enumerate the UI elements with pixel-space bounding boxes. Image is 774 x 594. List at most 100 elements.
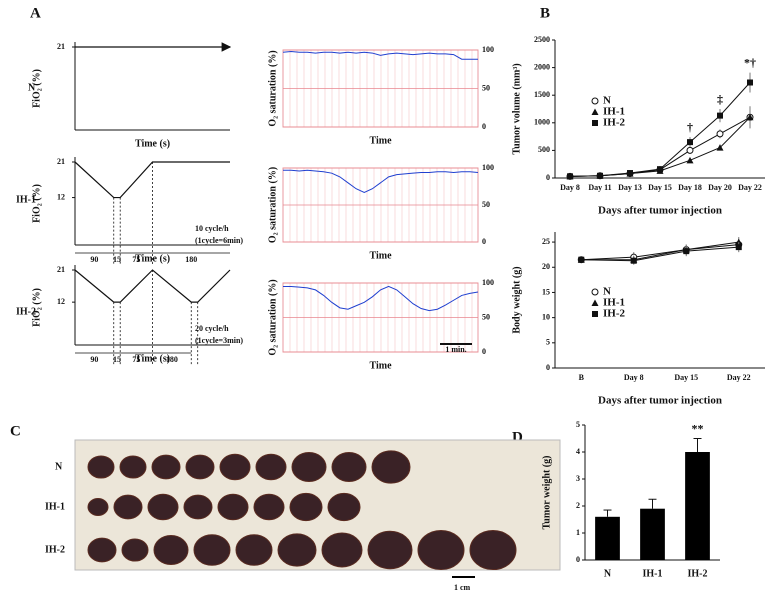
marker <box>735 238 743 246</box>
y-tick-label: 0 <box>576 555 580 564</box>
tumor <box>87 537 117 563</box>
legend-marker <box>591 108 599 115</box>
tumor <box>219 453 251 481</box>
bar <box>640 508 665 560</box>
x-tick-label: Day 20 <box>708 183 732 192</box>
x-tick-label: Day 15 <box>674 373 698 382</box>
tumor <box>255 453 287 481</box>
y-tick-label: 500 <box>538 145 550 154</box>
x-axis-label: Time <box>369 135 392 146</box>
tumor <box>153 535 189 565</box>
series-line <box>581 244 739 261</box>
y-tick-label: 0 <box>546 173 550 182</box>
y-axis-label: FiO₂ (%) <box>31 184 42 223</box>
x-axis-label: Time (s) <box>135 138 170 149</box>
marker <box>717 112 723 119</box>
legend-label: N <box>603 286 611 298</box>
tumor <box>183 494 213 520</box>
tumor <box>147 493 179 521</box>
y-tick-label: 50 <box>482 312 490 321</box>
significance-mark: ‡ <box>717 92 723 106</box>
legend-label: IH-1 <box>603 106 625 118</box>
y-tick-label: 25 <box>542 237 550 246</box>
y-tick-label: 100 <box>482 163 494 172</box>
segment-label: 75 <box>132 255 140 264</box>
y-tick-label: 50 <box>482 200 490 209</box>
y-axis-label: O₂ saturation (%) <box>267 50 278 126</box>
y-tick-label: 5 <box>546 338 550 347</box>
panel-label: D <box>512 429 523 445</box>
significance-mark: † <box>687 120 693 134</box>
tumor <box>235 534 273 566</box>
x-tick-label: Day 15 <box>648 183 672 192</box>
tumor <box>321 532 363 568</box>
y-axis-label: FiO₂ (%) <box>31 288 42 327</box>
y-tick-label: 1 <box>576 528 580 537</box>
segment-label: 75 <box>132 355 140 364</box>
x-tick-label: N <box>604 568 612 579</box>
tumor <box>217 493 249 521</box>
row-label: IH-2 <box>16 306 36 317</box>
marker <box>687 139 693 146</box>
legend-marker <box>591 288 599 296</box>
y-tick-label: 0 <box>546 363 550 372</box>
tumor <box>469 529 517 571</box>
legend-marker <box>592 311 598 317</box>
tumor <box>119 455 147 479</box>
y-tick-label: 21 <box>57 265 65 274</box>
y-tick-label: 12 <box>57 192 65 201</box>
marker <box>630 257 637 264</box>
x-tick-label: Day 8 <box>560 183 580 192</box>
marker <box>747 79 753 86</box>
scale-bar-label: 1 min. <box>445 345 466 354</box>
y-tick-label: 0 <box>482 122 486 131</box>
tumor <box>87 498 109 516</box>
legend-label: IH-2 <box>603 117 626 129</box>
marker <box>686 146 694 154</box>
x-tick-label: Day 18 <box>678 183 702 192</box>
legend-marker <box>591 97 599 105</box>
y-axis-label: Tumor volume (mm³) <box>511 63 522 154</box>
y-tick-label: 10 <box>542 312 550 321</box>
row-label: N <box>28 82 36 93</box>
y-tick-label: 4 <box>576 447 580 456</box>
tumor <box>121 538 149 562</box>
tumor <box>331 452 367 482</box>
marker <box>567 173 573 180</box>
y-tick-label: 5 <box>576 420 580 429</box>
x-tick-label: Day 11 <box>588 183 611 192</box>
x-tick-label: Day 22 <box>727 373 751 382</box>
tumor <box>277 533 317 567</box>
y-tick-label: 2 <box>576 501 580 510</box>
y-tick-label: 12 <box>57 297 65 306</box>
x-axis-label: Days after tumor injection <box>598 395 722 407</box>
panel-label: C <box>10 423 21 439</box>
cycle-note: (1cycle=3min) <box>195 336 243 345</box>
photo-row-label: IH-1 <box>45 501 65 512</box>
x-axis-label: Time <box>369 360 392 371</box>
marker <box>578 256 585 263</box>
x-axis-label: Days after tumor injection <box>598 205 722 217</box>
photo-row-label: IH-2 <box>45 544 65 555</box>
x-tick-label: Day 8 <box>624 373 644 382</box>
cycle-note: (1cycle=6min) <box>195 236 243 245</box>
segment-label: 15 <box>113 255 121 264</box>
y-tick-label: 21 <box>57 42 65 51</box>
photo-row-label: N <box>55 461 63 472</box>
tumor <box>87 455 115 479</box>
y-tick-label: 100 <box>482 278 494 287</box>
marker <box>716 144 724 151</box>
legend-label: IH-1 <box>603 297 625 309</box>
x-tick-label: IH-2 <box>688 568 708 579</box>
cycle-note: 10 cycle/h <box>195 224 229 233</box>
cycle-note: 20 cycle/h <box>195 324 229 333</box>
marker <box>735 244 742 251</box>
legend-label: IH-2 <box>603 308 626 320</box>
segment-label: 15 <box>113 355 121 364</box>
x-axis-label: Time <box>369 250 392 261</box>
tumor <box>371 450 411 484</box>
tumor <box>289 492 323 522</box>
legend-label: N <box>603 95 611 107</box>
legend-marker <box>591 299 599 306</box>
